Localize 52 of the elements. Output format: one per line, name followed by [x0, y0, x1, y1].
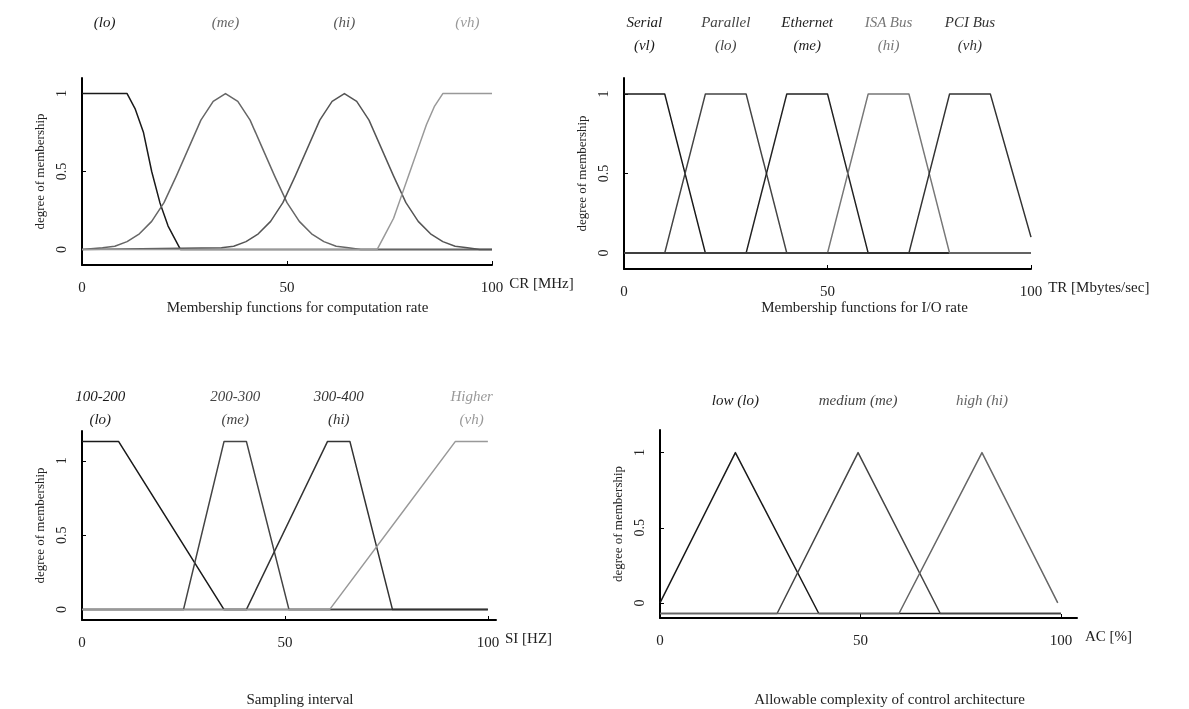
x-tick-label: 50	[279, 278, 295, 295]
text: ISA Bus (hi)	[863, 13, 913, 54]
x-tick-label: 0	[78, 278, 86, 295]
y-axis-title: degree of membership	[574, 115, 590, 232]
text: (me)	[211, 13, 240, 31]
text: Membership functions for I/O rate	[761, 298, 969, 315]
x-axis-title: TR [Mbytes/sec]	[1048, 278, 1150, 295]
text: (hi)	[333, 13, 356, 31]
text: Allowable complexity of control architecture	[754, 690, 1026, 707]
text: Parallel (lo)	[700, 13, 751, 54]
y-tick-label: 1	[53, 90, 69, 98]
x-tick-label: 50	[820, 282, 835, 299]
y-tick-label: 1	[631, 449, 647, 457]
text: (vh)	[455, 13, 480, 31]
text: high (hi)	[955, 391, 1009, 409]
x-tick-label: 0	[620, 282, 628, 299]
text: medium (me)	[818, 391, 898, 409]
x-tick-label: 0	[78, 633, 86, 650]
y-tick-label: 0	[53, 606, 69, 614]
y-tick-label: 0	[595, 249, 611, 257]
y-tick-label: 1	[595, 90, 611, 98]
x-tick-label: 100	[476, 633, 500, 650]
x-tick-label: 100	[480, 278, 504, 295]
series-label: 100-200 (lo)	[75, 387, 126, 428]
y-tick-label: 0.5	[631, 519, 647, 537]
x-axis-title: AC [%]	[1085, 627, 1133, 644]
text: Membership functions for computation rate	[166, 298, 429, 315]
y-tick-label: 0.5	[53, 526, 69, 544]
x-tick-label: 100	[1019, 282, 1043, 299]
text: PCI Bus (vh)	[943, 13, 996, 54]
x-axis-title: SI [HZ]	[505, 629, 553, 646]
text: Ethernet (me)	[780, 13, 834, 54]
y-tick-label: 1	[53, 457, 69, 465]
y-axis-title: degree of membership	[32, 467, 48, 584]
x-tick-label: 50	[277, 633, 293, 650]
series-label: 300-400 (hi)	[312, 387, 365, 428]
x-axis-title: CR [MHz]	[509, 274, 574, 291]
y-axis-title: degree of membership	[32, 113, 48, 230]
y-tick-label: 0.5	[53, 162, 69, 181]
y-tick-label: 0	[631, 599, 647, 607]
x-tick-label: 100	[1049, 631, 1073, 648]
y-tick-label: 0	[53, 245, 69, 253]
y-axis-title: degree of membership	[610, 465, 626, 583]
series-label: Higher (vh)	[449, 387, 494, 428]
text: (lo)	[93, 13, 116, 31]
series-label: 200-300 (me)	[210, 387, 261, 428]
text: Sampling interval	[246, 690, 354, 707]
text: Serial (vl)	[626, 13, 663, 54]
x-tick-label: 0	[656, 631, 664, 648]
text: low (lo)	[711, 391, 759, 409]
x-tick-label: 50	[852, 631, 868, 648]
y-tick-label: 0.5	[595, 164, 611, 183]
